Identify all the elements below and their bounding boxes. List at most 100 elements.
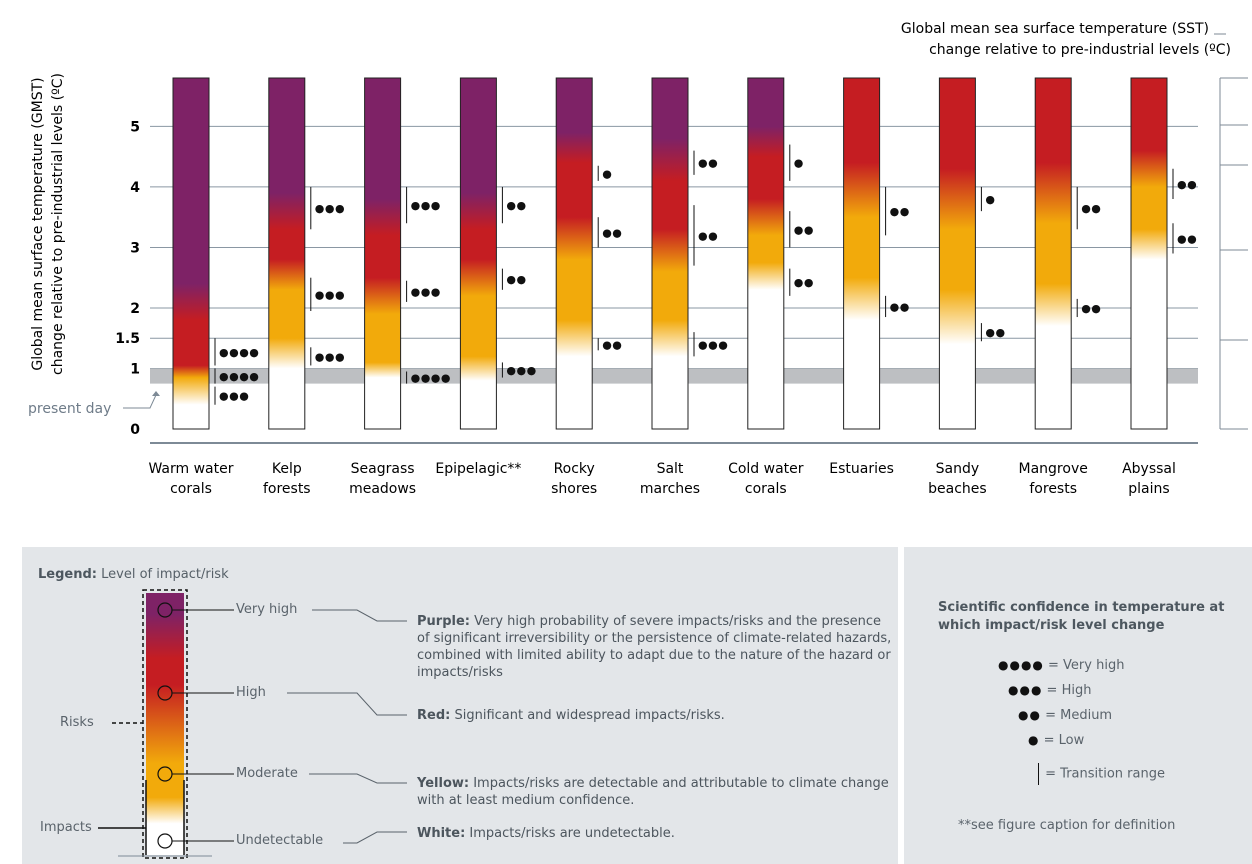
category-label-abyssal-plains: Abyssal: [1122, 461, 1176, 477]
confidence-dots: ●●: [1177, 232, 1197, 245]
confidence-dots: ●●●●: [219, 370, 259, 383]
category-label-cold-water-corals: corals: [745, 481, 787, 497]
confidence-dots: ●: [985, 193, 995, 206]
y-tick-label-1: 1: [130, 361, 140, 377]
category-label-salt-marches: Salt: [657, 461, 684, 477]
legend-color-bar: [146, 593, 184, 855]
confidence-dots: ●●: [890, 205, 910, 218]
moderate-connector: [309, 773, 407, 784]
category-label-rocky-shores: shores: [551, 481, 597, 497]
category-label-cold-water-corals: Cold water: [728, 461, 804, 477]
purple-description: Purple: Very high probability of severe …: [417, 614, 892, 680]
confidence-dots: ●●: [602, 226, 622, 239]
yellow-description: Yellow: Impacts/risks are detectable and…: [417, 776, 889, 808]
column-salt-marches: [651, 77, 689, 430]
category-label-kelp-forests: Kelp: [272, 461, 302, 477]
category-label-rocky-shores: Rocky: [554, 461, 595, 477]
column-estuaries: [843, 77, 881, 430]
y-tick-label-1-5: 1.5: [115, 331, 140, 347]
y-axis-title-line2: change relative to pre-industrial levels…: [50, 73, 66, 375]
category-label-seagrass-meadows: meadows: [349, 481, 416, 497]
category-label-salt-marches: marches: [640, 481, 700, 497]
confidence-transition: = Transition range: [1038, 763, 1165, 785]
category-label-mangrove-forests: forests: [1029, 481, 1077, 497]
y-tick-label-0: 0: [130, 422, 140, 438]
category-label-warm-water-corals: Warm water: [148, 461, 233, 477]
confidence-high: ●●● = High: [1008, 683, 1092, 698]
y-axis-ticks: 0 1 1.5 2 3 4 5: [115, 119, 140, 438]
legend-title: Legend: Level of impact/risk: [38, 567, 229, 582]
red-description: Red: Significant and widespread impacts/…: [417, 708, 725, 723]
white-description: White: Impacts/risks are undetectable.: [417, 826, 675, 841]
column-cold-water-corals: [747, 77, 785, 430]
category-label-warm-water-corals: corals: [170, 481, 212, 497]
column-warm-water-corals: [172, 77, 210, 430]
confidence-dots: ●●●: [315, 202, 345, 215]
undetectable-marker: [157, 833, 173, 849]
category-label-epipelagic: Epipelagic**: [435, 461, 521, 477]
category-label-sandy-beaches: Sandy: [936, 461, 980, 477]
column-seagrass-meadows: [364, 77, 402, 430]
category-label-kelp-forests: forests: [263, 481, 311, 497]
confidence-panel: Scientific confidence in temperature at …: [904, 547, 1252, 864]
category-label-mangrove-forests: Mangrove: [1019, 461, 1088, 477]
legend-panel: Legend: Level of impact/risk: [22, 547, 898, 864]
confidence-medium: ●● = Medium: [1018, 708, 1113, 723]
confidence-dots: ●●: [794, 276, 814, 289]
confidence-title: Scientific confidence in temperature at …: [938, 600, 1225, 633]
confidence-dots: ●●●: [315, 350, 345, 363]
very-high-connector: [312, 609, 407, 622]
confidence-dots: ●●: [506, 273, 526, 286]
confidence-dots: ●●●●: [219, 346, 259, 359]
present-day-label: present day: [28, 401, 111, 417]
category-label-sandy-beaches: beaches: [928, 481, 987, 497]
column-abyssal-plains: [1130, 77, 1168, 430]
present-day-arrowhead: [152, 391, 160, 396]
confidence-very-high: ●●●● = Very high: [998, 658, 1125, 673]
column-kelp-forests: [268, 77, 306, 430]
present-day-pointer: [123, 394, 157, 409]
level-moderate: Moderate: [236, 766, 298, 781]
right-axis-title-line1: Global mean sea surface temperature (SST…: [901, 21, 1209, 37]
confidence-dots: ●●: [890, 300, 910, 313]
level-undetectable: Undetectable: [236, 833, 324, 848]
confidence-dots: ●●●: [411, 199, 441, 212]
y-tick-label-5: 5: [130, 119, 140, 135]
risk-columns: ●●●●●●●●●●●●●●●●●●●●●●●●●●●●●●●●●●●●●●●●…: [172, 77, 1197, 430]
y-tick-label-4: 4: [130, 180, 140, 196]
confidence-dots: ●●●: [698, 338, 728, 351]
confidence-low: ● = Low: [1028, 733, 1085, 748]
right-axis-title-line2: change relative to pre-industrial levels…: [929, 42, 1231, 58]
level-very-high: Very high: [236, 602, 298, 617]
confidence-dots: ●: [602, 167, 612, 180]
category-label-estuaries: Estuaries: [829, 461, 894, 477]
confidence-dots: ●●●●: [411, 372, 451, 385]
confidence-dots: ●●: [1177, 178, 1197, 191]
footnote: **see figure caption for definition: [958, 818, 1176, 833]
high-connector: [287, 692, 407, 716]
column-rocky-shores: [555, 77, 593, 430]
impacts-label: Impacts: [40, 820, 92, 835]
confidence-dots: ●●: [794, 223, 814, 236]
level-high: High: [236, 685, 266, 700]
confidence-dots: ●●●: [315, 288, 345, 301]
y-axis-title-line1: Global mean surface temperature (GMST): [30, 77, 46, 370]
confidence-dots: ●●: [1081, 202, 1101, 215]
undetectable-connector: [343, 831, 407, 844]
transition-bar-sample: [1038, 763, 1039, 785]
y-tick-label-3: 3: [130, 240, 140, 256]
confidence-dots: ●●: [698, 229, 718, 242]
right-sst-axis: [1219, 77, 1248, 430]
confidence-dots: ●: [794, 157, 804, 170]
column-sandy-beaches: [938, 77, 976, 430]
legend-graphic: [98, 589, 407, 859]
y-tick-label-2: 2: [130, 301, 140, 317]
confidence-dots: ●●: [602, 338, 622, 351]
risks-label: Risks: [60, 715, 94, 730]
category-label-abyssal-plains: plains: [1128, 481, 1169, 497]
x-axis-labels: Warm water corals Kelp forests Seagrass meado…: [148, 461, 1175, 497]
risks-bracket: [142, 589, 188, 859]
confidence-dots: ●●●: [219, 390, 249, 403]
column-epipelagic: [459, 77, 497, 430]
confidence-dots: ●●: [698, 157, 718, 170]
